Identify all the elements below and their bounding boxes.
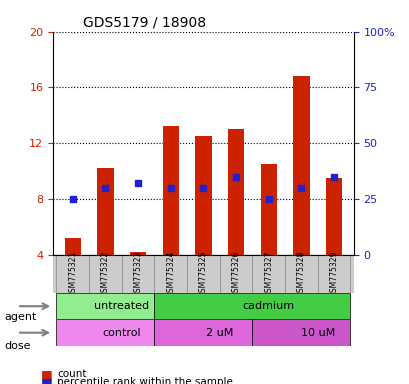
Text: GSM775322: GSM775322 bbox=[101, 251, 110, 297]
Text: count: count bbox=[57, 369, 87, 379]
Bar bbox=[64, 238, 81, 255]
FancyBboxPatch shape bbox=[284, 255, 317, 293]
Text: GSM775325: GSM775325 bbox=[198, 251, 207, 297]
Point bbox=[330, 174, 337, 180]
Text: ■: ■ bbox=[41, 376, 53, 384]
Text: GSM775326: GSM775326 bbox=[231, 251, 240, 297]
Point bbox=[200, 185, 206, 191]
FancyBboxPatch shape bbox=[56, 319, 154, 346]
Bar bbox=[325, 178, 342, 255]
Point bbox=[135, 180, 141, 186]
Bar bbox=[227, 129, 244, 255]
FancyBboxPatch shape bbox=[252, 255, 284, 293]
Text: GSM775324: GSM775324 bbox=[166, 251, 175, 297]
Bar bbox=[130, 252, 146, 255]
Bar bbox=[195, 136, 211, 255]
FancyBboxPatch shape bbox=[154, 255, 187, 293]
Point bbox=[167, 185, 173, 191]
Bar bbox=[162, 126, 178, 255]
Text: GSM775329: GSM775329 bbox=[329, 251, 338, 297]
FancyBboxPatch shape bbox=[121, 255, 154, 293]
Text: 2 uM: 2 uM bbox=[206, 328, 233, 338]
Text: agent: agent bbox=[4, 312, 36, 322]
FancyBboxPatch shape bbox=[154, 293, 350, 319]
Text: untreated: untreated bbox=[94, 301, 149, 311]
FancyBboxPatch shape bbox=[252, 319, 350, 346]
Text: GSM775323: GSM775323 bbox=[133, 251, 142, 297]
Text: GSM775327: GSM775327 bbox=[263, 251, 272, 297]
Bar bbox=[260, 164, 276, 255]
Point bbox=[265, 196, 271, 202]
Point bbox=[102, 185, 108, 191]
Point bbox=[232, 174, 239, 180]
Text: 10 uM: 10 uM bbox=[300, 328, 334, 338]
Text: GSM775328: GSM775328 bbox=[296, 251, 305, 297]
Text: ■: ■ bbox=[41, 368, 53, 381]
FancyBboxPatch shape bbox=[219, 255, 252, 293]
Text: GSM775321: GSM775321 bbox=[68, 251, 77, 297]
FancyBboxPatch shape bbox=[154, 319, 252, 346]
FancyBboxPatch shape bbox=[317, 255, 350, 293]
Point bbox=[297, 185, 304, 191]
FancyBboxPatch shape bbox=[56, 255, 89, 293]
FancyBboxPatch shape bbox=[89, 255, 121, 293]
Text: percentile rank within the sample: percentile rank within the sample bbox=[57, 377, 233, 384]
Bar bbox=[97, 168, 113, 255]
Text: control: control bbox=[102, 328, 141, 338]
Point bbox=[69, 196, 76, 202]
Text: GDS5179 / 18908: GDS5179 / 18908 bbox=[83, 15, 206, 29]
Bar bbox=[292, 76, 309, 255]
Text: dose: dose bbox=[4, 341, 31, 351]
Text: cadmium: cadmium bbox=[242, 301, 294, 311]
FancyBboxPatch shape bbox=[187, 255, 219, 293]
FancyBboxPatch shape bbox=[56, 293, 154, 319]
